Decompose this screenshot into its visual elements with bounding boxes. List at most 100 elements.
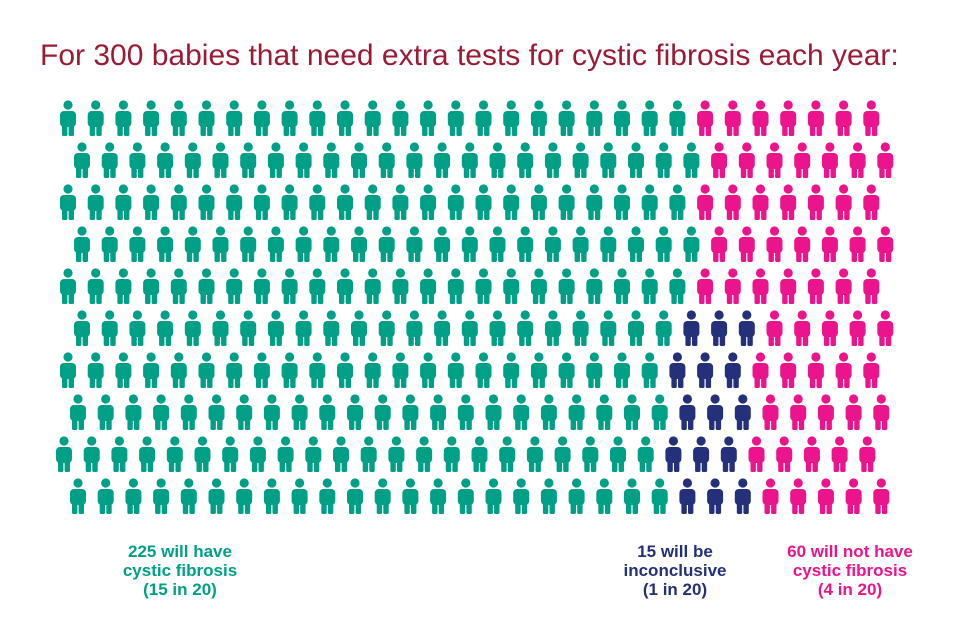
person-have-cf-icon	[351, 226, 367, 262]
person-not-cf-icon	[803, 436, 820, 472]
person-have-cf-icon	[641, 268, 658, 304]
person-inconclusive-icon	[711, 310, 728, 346]
person-not-cf-icon	[697, 268, 714, 304]
person-have-cf-icon	[337, 268, 353, 304]
person-have-cf-icon	[291, 478, 308, 514]
person-have-cf-icon	[489, 142, 506, 178]
chart-title: For 300 babies that need extra tests for…	[40, 39, 899, 72]
person-have-cf-icon	[572, 310, 589, 346]
person-have-cf-icon	[596, 394, 613, 430]
person-not-cf-icon	[821, 142, 838, 178]
person-inconclusive-icon	[679, 478, 696, 514]
legend-not-line2: cystic fibrosis	[792, 561, 908, 580]
person-not-cf-icon	[845, 478, 862, 514]
person-have-cf-icon	[157, 226, 174, 262]
person-not-cf-icon	[752, 268, 769, 304]
person-not-cf-icon	[807, 352, 824, 388]
person-have-cf-icon	[628, 142, 644, 178]
person-have-cf-icon	[572, 142, 589, 178]
person-have-cf-icon	[87, 100, 104, 136]
person-have-cf-icon	[87, 184, 104, 220]
person-have-cf-icon	[600, 310, 617, 346]
person-have-cf-icon	[406, 310, 423, 346]
person-have-cf-icon	[586, 184, 603, 220]
person-have-cf-icon	[153, 478, 170, 514]
person-have-cf-icon	[489, 310, 506, 346]
person-have-cf-icon	[129, 310, 146, 346]
person-not-cf-icon	[794, 226, 811, 262]
person-not-cf-icon	[711, 226, 728, 262]
person-have-cf-icon	[184, 310, 201, 346]
person-have-cf-icon	[347, 478, 363, 514]
person-have-cf-icon	[530, 100, 547, 136]
person-not-cf-icon	[794, 142, 811, 178]
person-have-cf-icon	[364, 100, 381, 136]
person-have-cf-icon	[222, 436, 239, 472]
person-have-cf-icon	[115, 268, 132, 304]
person-have-cf-icon	[87, 352, 104, 388]
person-have-cf-icon	[503, 268, 520, 304]
person-have-cf-icon	[319, 478, 336, 514]
person-have-cf-icon	[129, 142, 146, 178]
person-not-cf-icon	[724, 184, 741, 220]
person-have-cf-icon	[143, 100, 160, 136]
person-have-cf-icon	[267, 142, 284, 178]
person-have-cf-icon	[364, 352, 381, 388]
person-have-cf-icon	[281, 100, 298, 136]
person-have-cf-icon	[669, 268, 686, 304]
person-have-cf-icon	[153, 394, 170, 430]
person-have-cf-icon	[402, 478, 419, 514]
person-have-cf-icon	[655, 310, 672, 346]
person-not-cf-icon	[762, 394, 779, 430]
person-have-cf-icon	[517, 310, 534, 346]
person-have-cf-icon	[558, 184, 575, 220]
person-not-cf-icon	[863, 268, 880, 304]
person-have-cf-icon	[198, 184, 215, 220]
person-have-cf-icon	[83, 436, 100, 472]
person-have-cf-icon	[364, 268, 381, 304]
person-have-cf-icon	[111, 436, 128, 472]
person-have-cf-icon	[503, 184, 520, 220]
person-not-cf-icon	[790, 394, 807, 430]
person-have-cf-icon	[434, 142, 451, 178]
person-have-cf-icon	[475, 352, 492, 388]
person-have-cf-icon	[170, 100, 187, 136]
person-have-cf-icon	[198, 352, 215, 388]
person-have-cf-icon	[281, 268, 298, 304]
person-have-cf-icon	[180, 394, 197, 430]
person-have-cf-icon	[610, 436, 626, 472]
person-not-cf-icon	[877, 226, 894, 262]
person-inconclusive-icon	[707, 394, 724, 430]
person-have-cf-icon	[337, 184, 353, 220]
person-have-cf-icon	[582, 436, 599, 472]
person-have-cf-icon	[249, 436, 266, 472]
person-inconclusive-icon	[683, 310, 700, 346]
person-have-cf-icon	[295, 142, 312, 178]
person-have-cf-icon	[240, 142, 257, 178]
person-not-cf-icon	[835, 184, 852, 220]
person-have-cf-icon	[600, 142, 617, 178]
person-have-cf-icon	[143, 268, 160, 304]
person-have-cf-icon	[568, 394, 585, 430]
legend-not-line3: (4 in 20)	[817, 580, 883, 599]
person-have-cf-icon	[572, 226, 589, 262]
person-have-cf-icon	[624, 478, 640, 514]
person-have-cf-icon	[364, 184, 381, 220]
person-have-cf-icon	[517, 226, 534, 262]
person-not-cf-icon	[807, 100, 824, 136]
person-have-cf-icon	[60, 268, 76, 304]
person-inconclusive-icon	[738, 310, 755, 346]
person-have-cf-icon	[586, 100, 603, 136]
person-have-cf-icon	[443, 436, 460, 472]
legend-have-line3: (15 in 20)	[143, 580, 217, 599]
legend-not-line1: 60 will not have	[787, 542, 913, 561]
legend-have-line1: 225 will have	[128, 542, 232, 561]
person-have-cf-icon	[683, 142, 700, 178]
person-not-cf-icon	[752, 184, 769, 220]
person-have-cf-icon	[517, 142, 534, 178]
person-have-cf-icon	[236, 478, 253, 514]
person-have-cf-icon	[253, 268, 270, 304]
person-have-cf-icon	[139, 436, 156, 472]
person-have-cf-icon	[115, 100, 132, 136]
person-not-cf-icon	[863, 184, 880, 220]
